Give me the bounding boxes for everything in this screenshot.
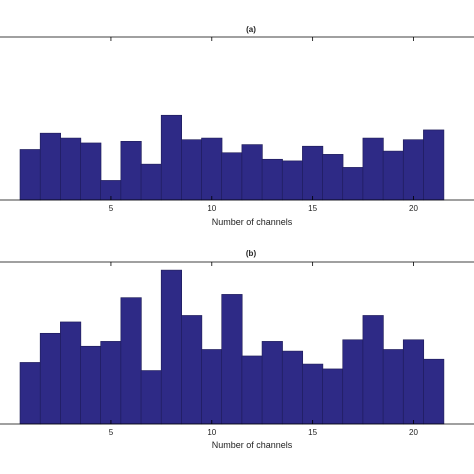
x-axis-label: Number of channels: [212, 440, 293, 450]
bar-3: [60, 137, 82, 201]
bar-8: [160, 114, 182, 201]
bar-21: [423, 129, 445, 201]
x-tick-label: 5: [109, 204, 114, 213]
bar-3: [60, 321, 82, 425]
bar-8: [160, 269, 182, 425]
bar-17: [342, 339, 364, 425]
x-tick-label: 5: [109, 428, 114, 437]
bar-19: [382, 150, 404, 201]
bar-1: [19, 362, 41, 425]
bar-12: [241, 355, 263, 425]
bar-9: [181, 315, 203, 425]
bar-6: [120, 297, 142, 425]
bar-10: [201, 349, 223, 425]
bar-5: [100, 341, 122, 425]
chart-title: (a): [246, 25, 256, 34]
bar-19: [382, 349, 404, 425]
bar-6: [120, 141, 142, 201]
chart-panel-a: (a) 5 10 15 20 Number of channels: [0, 25, 474, 227]
bar-15: [302, 363, 324, 425]
bar-17: [342, 167, 364, 201]
bar-10: [201, 137, 223, 201]
bar-4: [80, 142, 102, 201]
bar-18: [362, 315, 384, 425]
bar-9: [181, 139, 203, 201]
bar-20: [402, 339, 425, 425]
bar-7: [140, 370, 162, 425]
bar-14: [281, 160, 304, 201]
bar-7: [140, 163, 162, 201]
bar-18: [362, 137, 384, 201]
x-tick-label: 15: [308, 428, 317, 437]
bar-4: [80, 345, 102, 425]
bar-12: [241, 144, 263, 201]
bar-2: [39, 132, 61, 201]
bar-16: [322, 368, 344, 425]
bar-11: [221, 294, 243, 425]
x-tick-label: 15: [308, 204, 317, 213]
x-tick-label: 10: [207, 204, 216, 213]
bar-2: [39, 332, 61, 425]
bar-16: [322, 154, 344, 201]
bar-13: [261, 158, 283, 201]
bar-15: [302, 145, 324, 201]
bar-11: [221, 152, 243, 201]
chart-title: (b): [246, 249, 257, 258]
bar-1: [19, 149, 41, 201]
x-tick-label: 20: [409, 204, 418, 213]
bar-20: [402, 139, 425, 201]
bar-13: [261, 341, 283, 425]
x-axis-label: Number of channels: [212, 217, 293, 227]
bar-14: [281, 350, 304, 425]
x-tick-label: 10: [207, 428, 216, 437]
chart-panel-b: (b) 5 10 15 20 Number of channels: [0, 249, 474, 450]
x-tick-label: 20: [409, 428, 418, 437]
bar-21: [423, 358, 445, 425]
